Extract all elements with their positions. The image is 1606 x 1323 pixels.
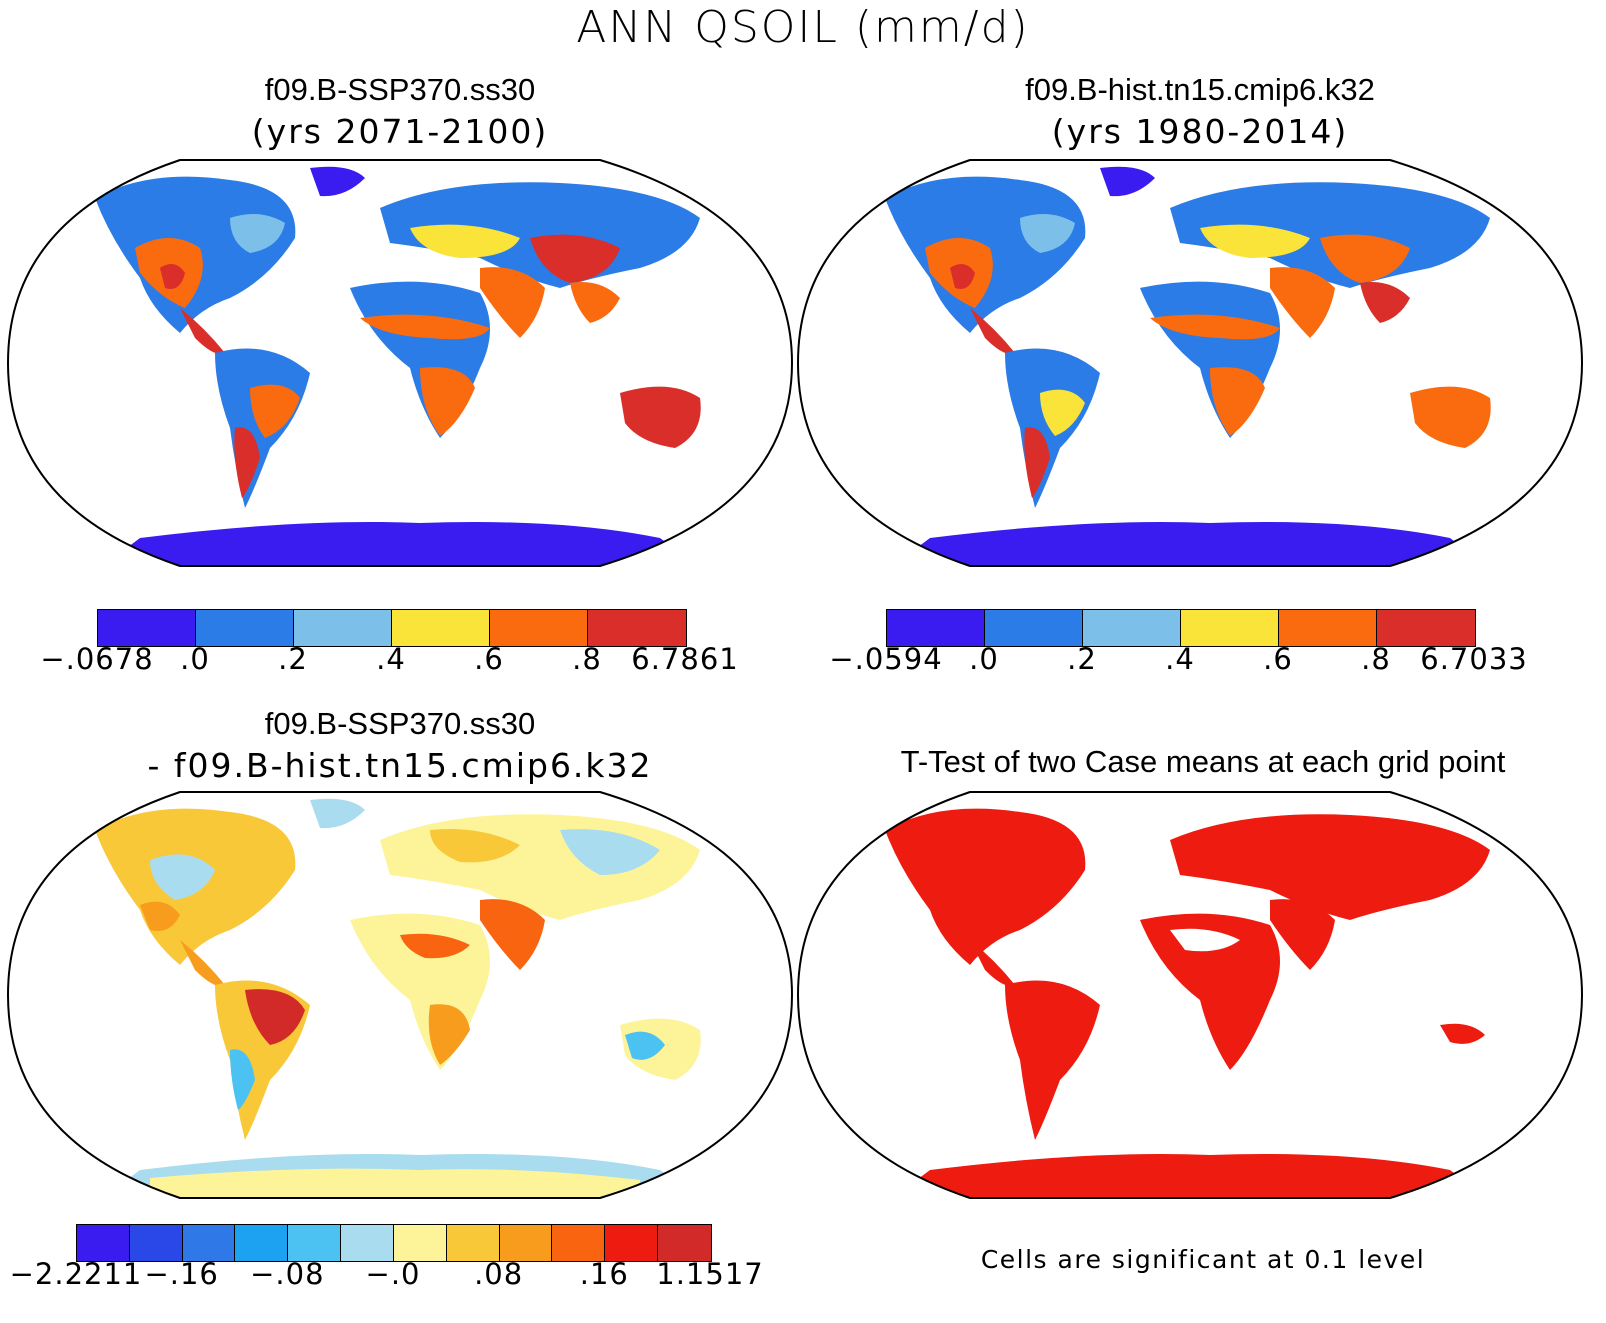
colorbar-tick-label: −.16 bbox=[144, 1257, 219, 1291]
colorbar-swatch bbox=[393, 1225, 447, 1261]
colorbar-swatch bbox=[588, 610, 686, 646]
colorbar-diff bbox=[76, 1224, 712, 1262]
map-border bbox=[796, 159, 1584, 567]
colorbar-swatch bbox=[129, 1225, 183, 1261]
colorbar-tick-label: .4 bbox=[376, 642, 406, 676]
colorbar-swatch bbox=[446, 1225, 500, 1261]
panel-hist-title: f09.B-hist.tn15.cmip6.k32 bbox=[1025, 72, 1375, 107]
map-border bbox=[796, 791, 1584, 1199]
colorbar-tick-label: .6 bbox=[1263, 642, 1293, 676]
panel-diff-subtitle: - f09.B-hist.tn15.cmip6.k32 bbox=[147, 746, 653, 785]
colorbar-tick-label: .4 bbox=[1165, 642, 1195, 676]
colorbar-tick-label: .16 bbox=[579, 1257, 629, 1291]
colorbar-tick-label: 6.7861 bbox=[631, 642, 739, 676]
land-fields-diff bbox=[95, 798, 701, 1198]
colorbar-tick-label: .8 bbox=[572, 642, 602, 676]
colorbar-swatch bbox=[235, 1225, 289, 1261]
colorbar-tick-label: .6 bbox=[474, 642, 504, 676]
colorbar-swatch bbox=[490, 610, 588, 646]
colorbar-swatch bbox=[1279, 610, 1377, 646]
colorbar-swatch bbox=[985, 610, 1083, 646]
colorbar-swatch bbox=[1083, 610, 1181, 646]
colorbar-ssp370 bbox=[97, 609, 687, 647]
land-fields-hist bbox=[885, 166, 1491, 566]
colorbar-swatch bbox=[1181, 610, 1279, 646]
colorbar-swatch bbox=[605, 1225, 659, 1261]
colorbar-swatch bbox=[341, 1225, 394, 1261]
colorbar-tick-label: 1.1517 bbox=[656, 1257, 764, 1291]
map-border bbox=[6, 791, 794, 1199]
map-border bbox=[6, 159, 794, 567]
panel-hist-subtitle: (yrs 1980-2014) bbox=[1051, 112, 1349, 151]
colorbar-swatch bbox=[77, 1225, 130, 1261]
colorbar-tick-label: −2.2211 bbox=[9, 1257, 143, 1291]
colorbar-swatch bbox=[1377, 610, 1475, 646]
colorbar-tick-label: .08 bbox=[474, 1257, 524, 1291]
map-hist bbox=[796, 159, 1584, 567]
significance-note: Cells are significant at 0.1 level bbox=[980, 1245, 1426, 1274]
significance-cells bbox=[885, 808, 1491, 1198]
colorbar-tick-label: −.0678 bbox=[40, 642, 154, 676]
colorbar-swatch bbox=[196, 610, 294, 646]
colorbar-swatch bbox=[288, 1225, 342, 1261]
colorbar-tick-label: .0 bbox=[180, 642, 210, 676]
colorbar-tick-label: −.0 bbox=[365, 1257, 421, 1291]
main-title: ANN QSOIL (mm/d) bbox=[576, 2, 1030, 53]
colorbar-hist bbox=[886, 609, 1476, 647]
colorbar-tick-label: −.08 bbox=[250, 1257, 325, 1291]
colorbar-swatch bbox=[552, 1225, 606, 1261]
panel-ssp370-title: f09.B-SSP370.ss30 bbox=[264, 72, 536, 107]
map-ssp370 bbox=[6, 159, 794, 567]
colorbar-swatch bbox=[182, 1225, 236, 1261]
colorbar-swatch bbox=[658, 1225, 711, 1261]
colorbar-swatch bbox=[392, 610, 490, 646]
map-diff bbox=[6, 791, 794, 1199]
map-ttest bbox=[796, 791, 1584, 1199]
land-fields-ssp370 bbox=[95, 166, 701, 566]
colorbar-tick-label: .8 bbox=[1361, 642, 1391, 676]
colorbar-swatch bbox=[294, 610, 392, 646]
colorbar-swatch bbox=[887, 610, 985, 646]
panel-ssp370-subtitle: (yrs 2071-2100) bbox=[251, 112, 549, 151]
colorbar-tick-label: .2 bbox=[1067, 642, 1097, 676]
panel-ttest-title: T-Test of two Case means at each grid po… bbox=[900, 744, 1506, 779]
colorbar-tick-label: −.0594 bbox=[829, 642, 943, 676]
panel-diff-title: f09.B-SSP370.ss30 bbox=[264, 706, 536, 741]
colorbar-swatch bbox=[98, 610, 196, 646]
colorbar-tick-label: .2 bbox=[278, 642, 308, 676]
colorbar-tick-label: .0 bbox=[969, 642, 999, 676]
colorbar-tick-label: 6.7033 bbox=[1420, 642, 1528, 676]
colorbar-swatch bbox=[499, 1225, 553, 1261]
